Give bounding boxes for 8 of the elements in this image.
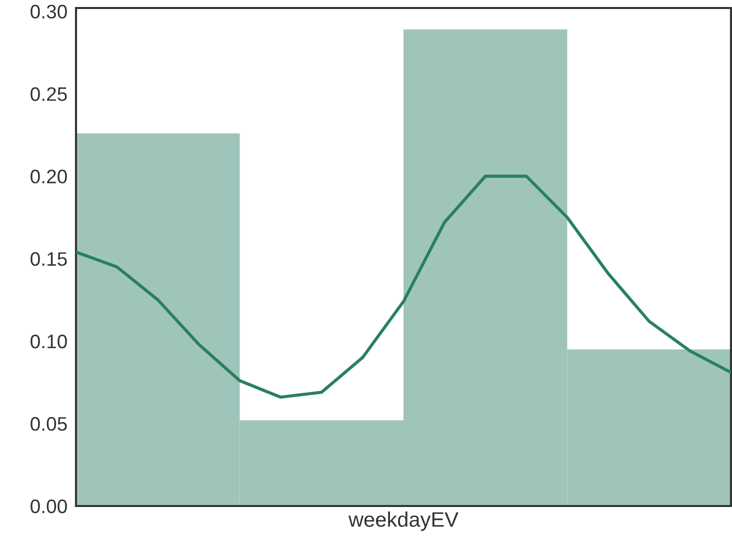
y-tick-label: 0.20	[30, 170, 67, 184]
y-tick-label: 0.25	[30, 87, 67, 101]
y-tick-label: 0.15	[30, 252, 67, 266]
y-tick-label: 0.00	[30, 499, 67, 514]
x-axis-title: weekdayEV	[348, 512, 458, 531]
y-tick-label: 0.10	[30, 334, 67, 348]
y-tick-label: 0.30	[30, 4, 67, 19]
y-tick-label: 0.05	[30, 417, 67, 431]
